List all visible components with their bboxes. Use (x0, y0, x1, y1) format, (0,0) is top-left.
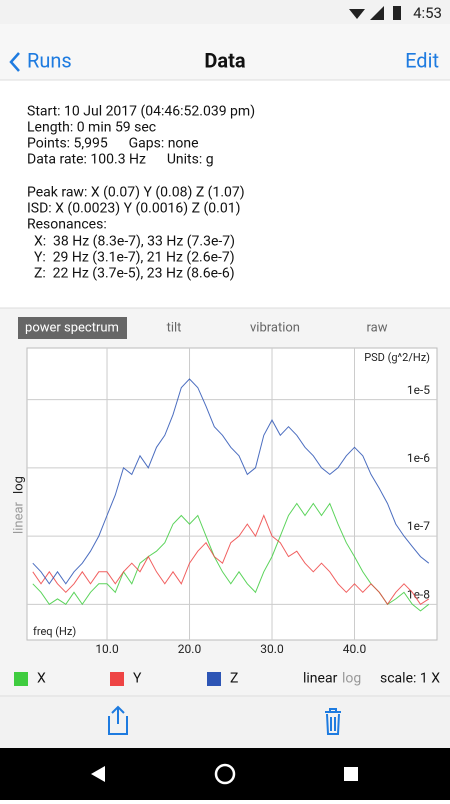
side-linear[interactable]: linear (11, 501, 26, 533)
y-tick-label: 1e-7 (407, 519, 430, 533)
x-tick-label: 10.0 (95, 642, 119, 656)
info-block: Start: 10 Jul 2017 (04:46:52.039 pm)Leng… (27, 104, 255, 282)
info-line: Start: 10 Jul 2017 (04:46:52.039 pm) (27, 104, 255, 120)
battery-icon (393, 6, 401, 20)
back-chevron[interactable] (9, 52, 20, 72)
nav-title: Data (204, 48, 245, 72)
info-line: Z: 22 Hz (3.7e-5), 23 Hz (8.6e-6) (27, 266, 235, 282)
legend-label: Y (133, 671, 142, 687)
back-nav[interactable] (91, 766, 105, 782)
status-time: 4:53 (413, 4, 442, 22)
edit-button[interactable]: Edit (405, 48, 439, 72)
info-line: Length: 0 min 59 sec (27, 120, 156, 136)
x-tick-label: 20.0 (178, 642, 202, 656)
share-icon[interactable] (108, 705, 128, 735)
legend-swatch (14, 672, 28, 686)
plot-area (26, 347, 438, 641)
legend-swatch (110, 672, 124, 686)
toolbar (0, 696, 450, 748)
tab[interactable]: raw (367, 320, 388, 335)
trash-icon[interactable] (325, 708, 341, 735)
scale-toggle[interactable]: scale: 1 X (380, 671, 440, 687)
nav-bar (0, 24, 450, 80)
chart: 10.0 20.0 30.0 40.0 1e-5 1e-6 1e-7 1e-8 PSD (g^2… (27, 348, 437, 656)
active-tab-bg (18, 317, 127, 339)
x-axis-label: freq (Hz) (33, 625, 76, 638)
system-nav (0, 748, 450, 800)
linear-toggle[interactable]: linear (303, 671, 338, 687)
signal-icon (370, 6, 384, 20)
series-line (32, 378, 430, 585)
legend: X Y Z (14, 671, 238, 687)
tabs: power spectrum tilt vibration raw (25, 320, 388, 335)
recents-nav[interactable] (344, 767, 358, 781)
info-line: Points: 5,995 Gaps: none (27, 136, 199, 152)
info-line: Data rate: 100.3 Hz Units: g (27, 152, 214, 168)
tab[interactable]: tilt (167, 320, 182, 335)
back-button[interactable]: Runs (27, 48, 72, 72)
x-tick-label: 40.0 (343, 642, 367, 656)
info-line: Y: 29 Hz (3.1e-7), 21 Hz (2.6e-7) (27, 250, 235, 266)
y-tick-label: 1e-6 (407, 451, 430, 465)
tab[interactable]: vibration (250, 320, 300, 335)
home-nav[interactable] (214, 763, 236, 785)
series-line (32, 514, 430, 606)
series-line (32, 502, 430, 612)
log-toggle[interactable]: log (342, 671, 361, 687)
legend-swatch (207, 672, 221, 686)
info-line: Resonances: (27, 217, 107, 233)
side-log[interactable]: log (11, 476, 26, 494)
x-tick-label: 30.0 (260, 642, 284, 656)
y-axis-label: PSD (g^2/Hz) (364, 351, 430, 364)
wifi-icon (349, 9, 365, 19)
info-line: Peak raw: X (0.07) Y (0.08) Z (1.07) (27, 185, 245, 201)
y-tick-label: 1e-8 (407, 587, 430, 601)
info-line: ISD: X (0.0023) Y (0.0016) Z (0.01) (27, 201, 240, 217)
y-tick-label: 1e-5 (407, 383, 430, 397)
info-line: X: 38 Hz (8.3e-7), 33 Hz (7.3e-7) (27, 234, 235, 250)
tab[interactable]: power spectrum (25, 320, 119, 335)
legend-label: Z (230, 671, 238, 687)
legend-label: X (37, 671, 46, 687)
